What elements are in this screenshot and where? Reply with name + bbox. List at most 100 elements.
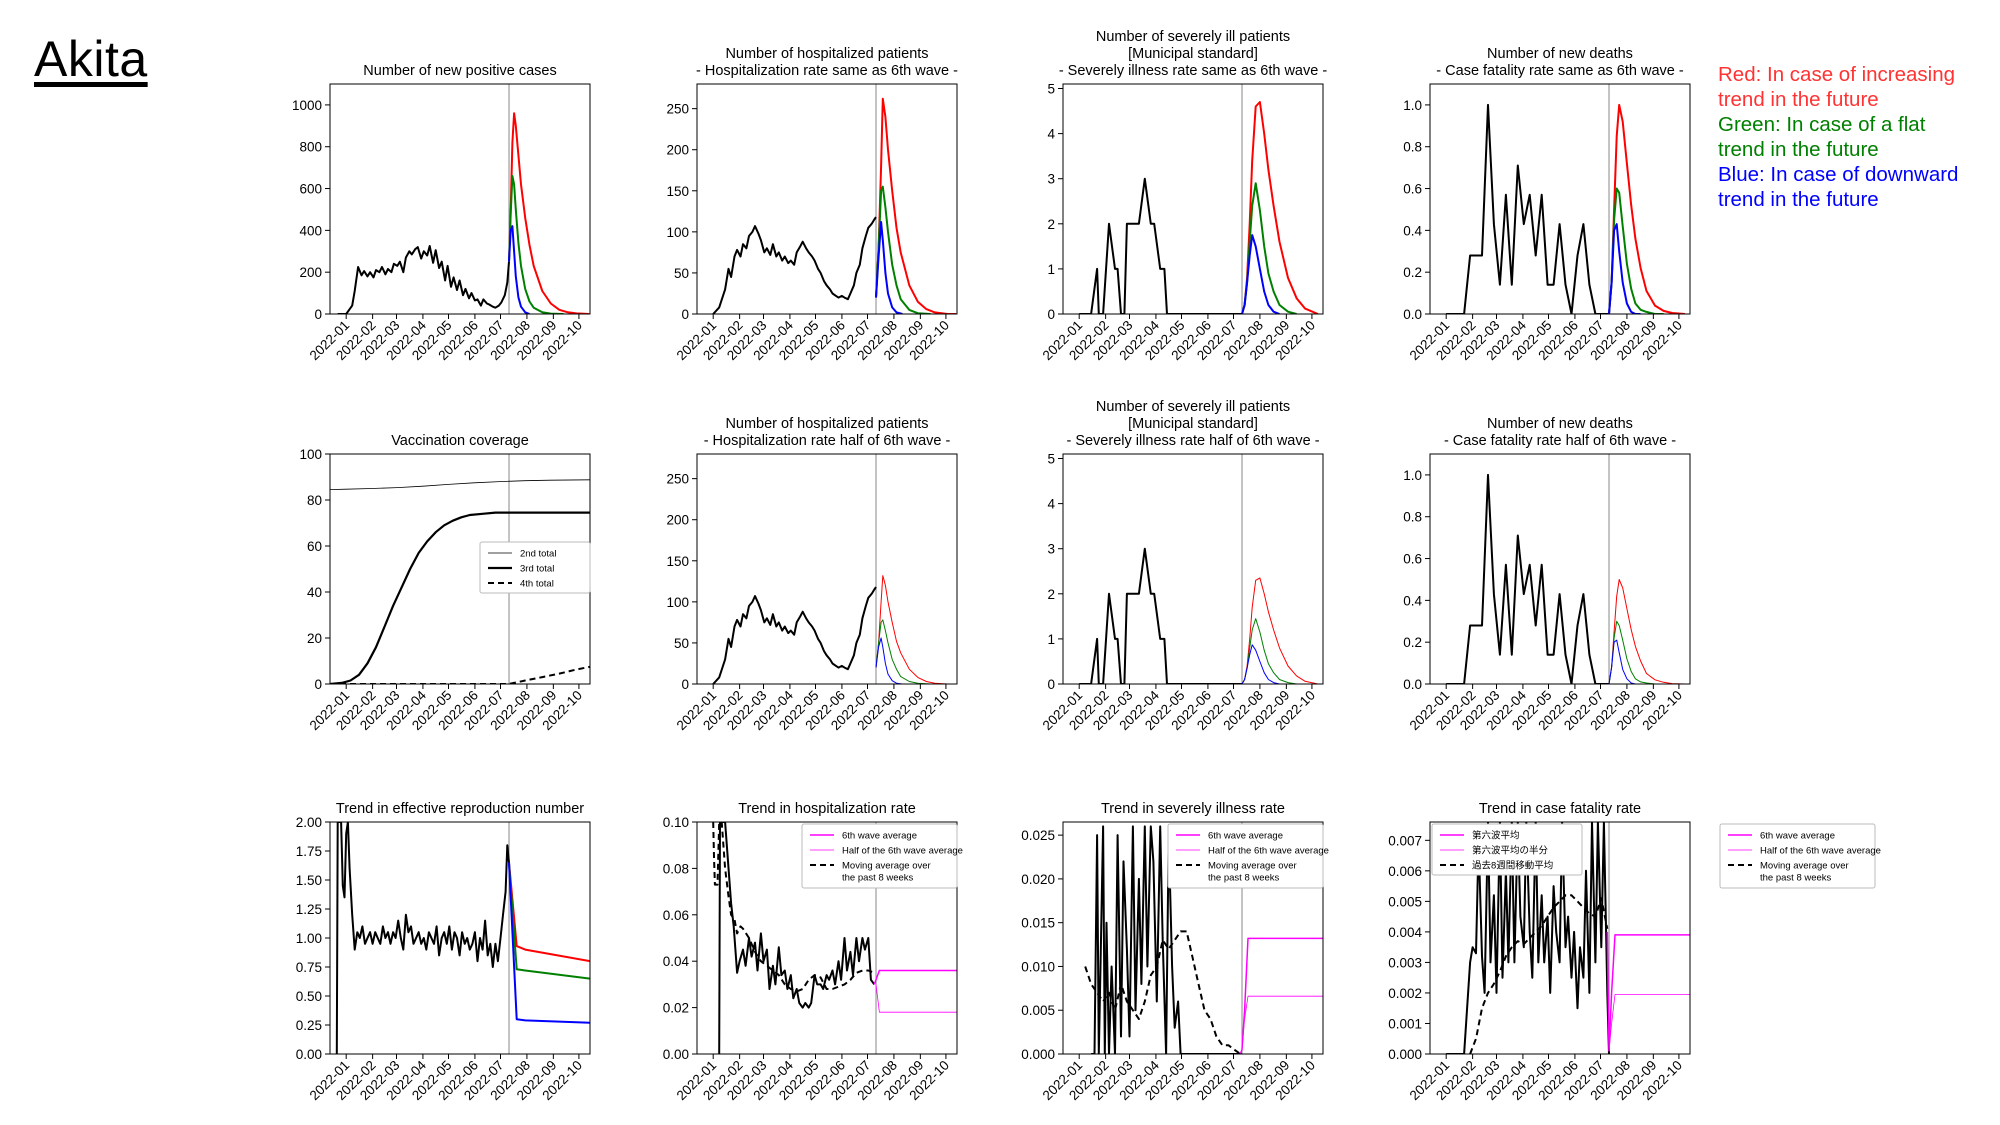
chart-title-line: Vaccination coverage	[391, 433, 529, 449]
y-tick-label: 0.2	[1403, 265, 1422, 280]
plot-frame	[1429, 453, 1691, 685]
legend-entry-label: 過去8週間移動平均	[1472, 860, 1553, 872]
y-tick-label: 0.020	[1021, 872, 1055, 887]
legend-entry-label: Half of the 6th wave average	[842, 846, 963, 857]
chart-severe-same: Number of severely ill patients[Municipa…	[1040, 29, 1328, 363]
series-line-1	[1608, 103, 1685, 314]
series-line-1	[1608, 579, 1685, 684]
y-tick-label: 250	[666, 102, 689, 117]
legend-entry-label: 6th wave average	[1760, 831, 1835, 842]
chart-vaccination: Vaccination coverage0204060801002022-012…	[299, 433, 591, 733]
y-tick-label: 0.04	[663, 954, 690, 969]
y-tick-label: 4	[1047, 127, 1055, 142]
series-line-2	[1608, 187, 1664, 314]
series-group	[1084, 825, 1323, 1054]
series-line-0	[712, 216, 877, 314]
series-line-1	[712, 822, 875, 993]
chart-outside-legend: 6th wave average Half of the 6th wave ave…	[1719, 823, 1881, 889]
series-line-2	[875, 185, 931, 314]
series-group	[1446, 822, 1690, 1054]
chart-hosp-rate: Trend in hospitalization rate 0.00 0.02 0.0…	[663, 801, 963, 1103]
y-tick-label: 200	[666, 143, 689, 158]
y-tick-label: 4	[1047, 497, 1055, 512]
plot-frame	[329, 821, 591, 1055]
series-line-0	[1446, 473, 1609, 684]
scenario-legend-green: Green: In case of a flat trend in the fu…	[1718, 113, 1926, 161]
y-tick-label: 0.08	[663, 861, 689, 876]
chart-title-line: Number of hospitalized patients	[725, 46, 928, 62]
y-tick-label: 250	[666, 472, 689, 487]
y-tick-label: 1.25	[296, 902, 322, 917]
chart-severe-half: Number of severely ill patients[Municipa…	[1040, 399, 1324, 733]
series-line-0	[330, 479, 590, 490]
series-line-3	[875, 984, 957, 1013]
y-tick-label: 0.010	[1021, 959, 1055, 974]
series-line-0	[337, 245, 510, 314]
chart-legend: 2nd total 3rd total 4th total	[479, 541, 591, 594]
chart-legend: 6th wave average Half of the 6th wave ave…	[801, 823, 963, 889]
legend-box	[1719, 823, 1876, 889]
y-tick-label: 1000	[292, 98, 322, 113]
series-line-3	[1239, 995, 1323, 1054]
legend-box	[801, 823, 958, 889]
y-tick-label: 0.25	[296, 1018, 322, 1033]
chart-title-line: Number of new deaths	[1487, 416, 1633, 432]
legend-entry-label: the past 8 weeks	[1760, 873, 1832, 884]
chart-title-line: [Municipal standard]	[1128, 46, 1258, 62]
y-tick-label: 0.005	[1021, 1003, 1055, 1018]
chart-title-line: - Case fatality rate same as 6th wave -	[1436, 63, 1684, 79]
series-line-0	[718, 822, 876, 1054]
plot-frame	[1429, 821, 1691, 1055]
y-tick-label: 0	[681, 677, 689, 692]
series-line-3	[875, 637, 903, 684]
chart-title-line: - Case fatality rate half of 6th wave -	[1444, 433, 1676, 449]
chart-title-line: Number of severely ill patients	[1096, 399, 1290, 415]
y-tick-label: 5	[1047, 82, 1055, 97]
y-tick-label: 1	[1047, 262, 1055, 277]
chart-title-line: Number of new deaths	[1487, 46, 1633, 62]
y-tick-label: 0.00	[296, 1047, 322, 1062]
y-tick-label: 0.8	[1403, 140, 1422, 155]
series-group	[335, 822, 590, 1054]
y-tick-label: 3	[1047, 542, 1055, 557]
chart-new-cases: Number of new positive cases 0 200 400 600 80…	[292, 63, 591, 363]
chart-title-line: [Municipal standard]	[1128, 416, 1258, 432]
legend-entry-label: Half of the 6th wave average	[1760, 846, 1881, 857]
y-tick-label: 1.0	[1403, 98, 1422, 113]
series-line-0	[1446, 103, 1609, 314]
series-line-1	[875, 97, 957, 314]
legend-entry-label: Half of the 6th wave average	[1208, 846, 1329, 857]
y-tick-label: 0.0	[1403, 677, 1422, 692]
legend-entry-label: Moving average over	[1208, 861, 1297, 872]
y-tick-label: 0.6	[1403, 552, 1422, 567]
y-tick-label: 1.75	[296, 844, 322, 859]
legend-entry-label: the past 8 weeks	[842, 873, 914, 884]
chart-title-line: - Hospitalization rate half of 6th wave …	[704, 433, 951, 449]
y-tick-label: 1.0	[1403, 468, 1422, 483]
legend-entry-label: 6th wave average	[842, 831, 917, 842]
y-tick-label: 100	[666, 595, 689, 610]
series-group	[337, 112, 590, 314]
y-tick-label: 20	[307, 631, 322, 646]
y-tick-label: 0.50	[296, 989, 322, 1004]
chart-hospitalized-half: Number of hospitalized patients- Hospita…	[666, 416, 958, 733]
y-tick-label: 0.004	[1388, 925, 1422, 940]
y-tick-label: 800	[299, 140, 322, 155]
series-line-2	[873, 969, 957, 985]
y-tick-label: 0.4	[1403, 593, 1422, 608]
series-group	[330, 479, 590, 684]
y-tick-label: 200	[299, 265, 322, 280]
series-line-1	[875, 575, 957, 684]
y-tick-label: 0	[1047, 677, 1055, 692]
chart-severe-rate: Trend in severely illness rate 0.000 0.005…	[1021, 801, 1329, 1103]
plot-frame	[1062, 453, 1324, 685]
y-tick-label: 0.2	[1403, 635, 1422, 650]
y-tick-label: 100	[299, 447, 322, 462]
y-tick-label: 0.007	[1388, 833, 1422, 848]
chart-fatality-rate: Trend in case fatality rate 0.000 0.001 0.0…	[1388, 801, 1881, 1103]
scenario-legend: Red: In case of increasing trend in the …	[1718, 62, 1958, 212]
series-group	[1079, 101, 1319, 314]
y-tick-label: 600	[299, 182, 322, 197]
series-line-3	[508, 862, 590, 1024]
